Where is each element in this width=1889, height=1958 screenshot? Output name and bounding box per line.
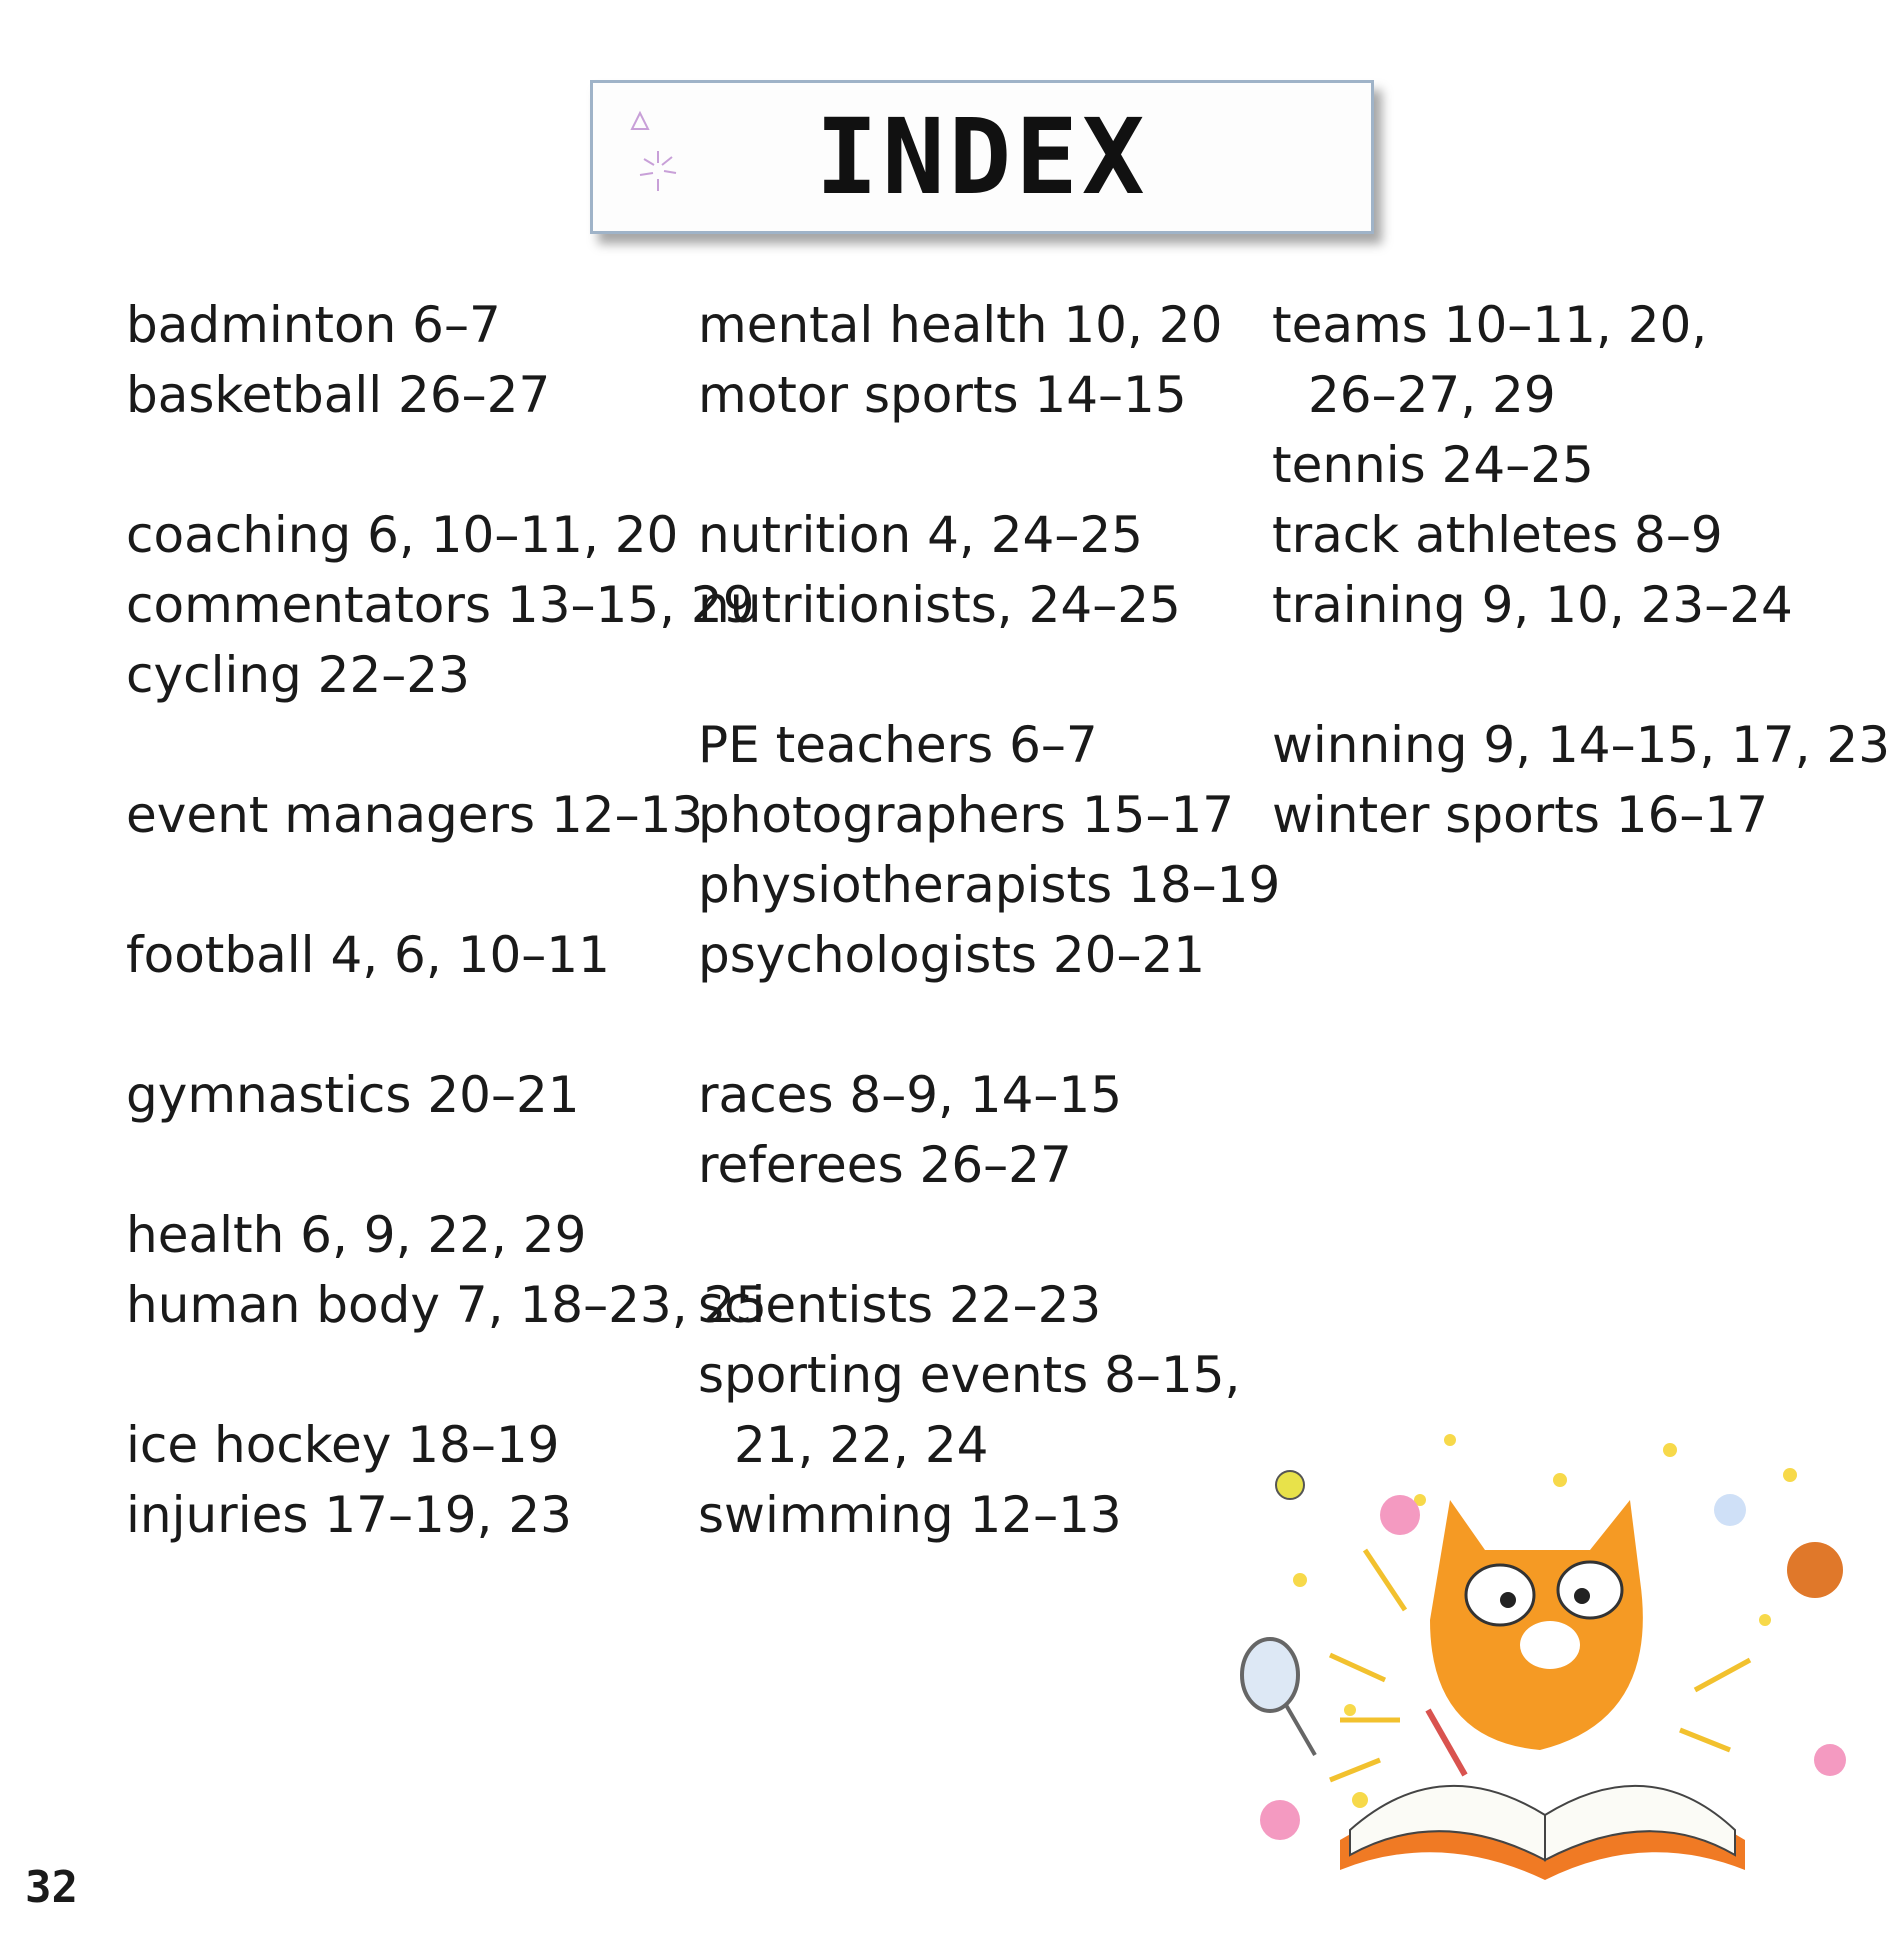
entry-group: event managers 12–13 (126, 780, 767, 850)
index-entry: human body 7, 18–23, 25 (126, 1270, 767, 1340)
index-entry: injuries 17–19, 23 (126, 1480, 767, 1550)
entry-line: training 9, 10, 23–24 (1272, 576, 1793, 634)
entry-line: winning 9, 14–15, 17, 23 (1272, 716, 1889, 774)
index-entry: nutrition 4, 24–25 (698, 500, 1280, 570)
index-entry: coaching 6, 10–11, 20 (126, 500, 767, 570)
entry-line: 21, 22, 24 (734, 1416, 989, 1474)
index-entry: tennis 24–25 (1272, 430, 1889, 500)
index-entry: football 4, 6, 10–11 (126, 920, 767, 990)
entry-line: mental health 10, 20 (698, 296, 1223, 354)
index-entry: winning 9, 14–15, 17, 23 (1272, 710, 1889, 780)
entry-line: swimming 12–13 (698, 1486, 1122, 1544)
entry-group: badminton 6–7 basketball 26–27 (126, 290, 767, 430)
index-title: INDEX (815, 96, 1149, 218)
title-banner: INDEX (590, 80, 1374, 234)
index-entry: badminton 6–7 (126, 290, 767, 360)
entry-line: coaching 6, 10–11, 20 (126, 506, 679, 564)
entry-line: health 6, 9, 22, 29 (126, 1206, 587, 1264)
entry-group: gymnastics 20–21 (126, 1060, 767, 1130)
entry-line: PE teachers 6–7 (698, 716, 1098, 774)
index-entry: psychologists 20–21 (698, 920, 1280, 990)
entry-line: photographers 15–17 (698, 786, 1235, 844)
index-entry: nutritionists, 24–25 (698, 570, 1280, 640)
entry-line: motor sports 14–15 (698, 366, 1187, 424)
page-number: 32 (25, 1862, 78, 1913)
index-entry: physiotherapists 18–19 (698, 850, 1280, 920)
entry-group: football 4, 6, 10–11 (126, 920, 767, 990)
index-entry: training 9, 10, 23–24 (1272, 570, 1889, 640)
entry-line: badminton 6–7 (126, 296, 501, 354)
index-column: mental health 10, 20 motor sports 14–15 nu… (698, 290, 1280, 1620)
entry-group: winning 9, 14–15, 17, 23 winter sports 16… (1272, 710, 1889, 850)
index-entry: sporting events 8–15, 21, 22, 24 (698, 1340, 1280, 1480)
entry-line: gymnastics 20–21 (126, 1066, 580, 1124)
index-entry: basketball 26–27 (126, 360, 767, 430)
index-entry: motor sports 14–15 (698, 360, 1280, 430)
entry-line: sporting events 8–15, (698, 1346, 1241, 1404)
entry-group: races 8–9, 14–15 referees 26–27 (698, 1060, 1280, 1200)
entry-group: nutrition 4, 24–25 nutritionists, 24–25 (698, 500, 1280, 640)
index-entry: scientists 22–23 (698, 1270, 1280, 1340)
entry-line: injuries 17–19, 23 (126, 1486, 572, 1544)
index-entry: ice hockey 18–19 (126, 1410, 767, 1480)
entry-line: teams 10–11, 20, (1272, 296, 1708, 354)
entry-line: ice hockey 18–19 (126, 1416, 560, 1474)
entry-line: scientists 22–23 (698, 1276, 1102, 1334)
reading-cat-illustration (1240, 1434, 1846, 1880)
index-column: badminton 6–7 basketball 26–27 coaching 6,… (126, 290, 767, 1620)
entry-line: nutritionists, 24–25 (698, 576, 1181, 634)
entry-group: scientists 22–23 sporting events 8–15, 21,… (698, 1270, 1280, 1550)
index-entry: track athletes 8–9 (1272, 500, 1889, 570)
entry-group: PE teachers 6–7 photographers 15–17 physio… (698, 710, 1280, 990)
index-entry: teams 10–11, 20, 26–27, 29 (1272, 290, 1889, 430)
entry-group: coaching 6, 10–11, 20 commentators 13–15,… (126, 500, 767, 710)
index-entry: event managers 12–13 (126, 780, 767, 850)
entry-group: ice hockey 18–19 injuries 17–19, 23 (126, 1410, 767, 1550)
entry-line: physiotherapists 18–19 (698, 856, 1281, 914)
entry-line: human body 7, 18–23, 25 (126, 1276, 768, 1334)
entry-line: cycling 22–23 (126, 646, 470, 704)
index-entry: mental health 10, 20 (698, 290, 1280, 360)
index-entry: referees 26–27 (698, 1130, 1280, 1200)
index-entry: swimming 12–13 (698, 1480, 1280, 1550)
entry-line: races 8–9, 14–15 (698, 1066, 1123, 1124)
index-entry: gymnastics 20–21 (126, 1060, 767, 1130)
entry-line: basketball 26–27 (126, 366, 551, 424)
entry-line: event managers 12–13 (126, 786, 704, 844)
entry-group: health 6, 9, 22, 29 human body 7, 18–23, … (126, 1200, 767, 1340)
index-entry: PE teachers 6–7 (698, 710, 1280, 780)
index-entry: races 8–9, 14–15 (698, 1060, 1280, 1130)
entry-group: mental health 10, 20 motor sports 14–15 (698, 290, 1280, 430)
entry-line: football 4, 6, 10–11 (126, 926, 610, 984)
entry-line: track athletes 8–9 (1272, 506, 1723, 564)
entry-line: psychologists 20–21 (698, 926, 1206, 984)
index-entry: photographers 15–17 (698, 780, 1280, 850)
entry-line: referees 26–27 (698, 1136, 1072, 1194)
entry-line: 26–27, 29 (1308, 366, 1556, 424)
index-entry: cycling 22–23 (126, 640, 767, 710)
entry-line: nutrition 4, 24–25 (698, 506, 1143, 564)
index-entry: health 6, 9, 22, 29 (126, 1200, 767, 1270)
index-entry: commentators 13–15, 29 (126, 570, 767, 640)
entry-line: tennis 24–25 (1272, 436, 1594, 494)
sparkle-decoration (630, 110, 677, 191)
entry-group: teams 10–11, 20, 26–27, 29 tennis 24–25 tra… (1272, 290, 1889, 640)
entry-line: winter sports 16–17 (1272, 786, 1769, 844)
entry-line: commentators 13–15, 29 (126, 576, 755, 634)
index-column: teams 10–11, 20, 26–27, 29 tennis 24–25 tra… (1272, 290, 1889, 920)
index-entry: winter sports 16–17 (1272, 780, 1889, 850)
